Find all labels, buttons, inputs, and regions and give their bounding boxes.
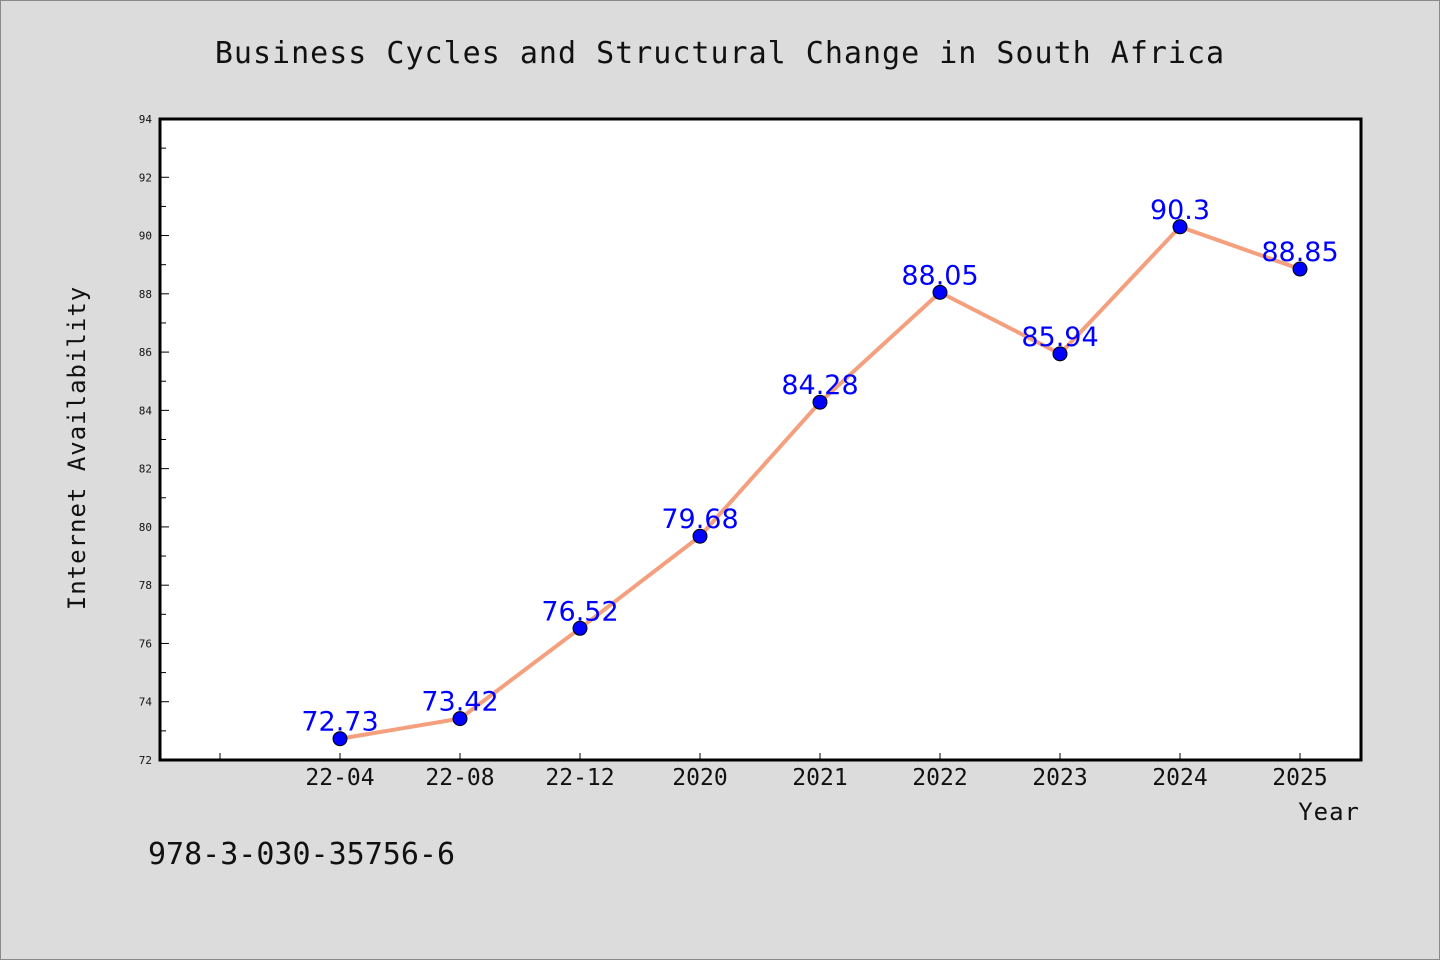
y-axis: 72 74 76 78 80 82 84 86 88 90 92 94: [139, 113, 169, 767]
data-label: 85.94: [1021, 322, 1098, 353]
data-point: [1172, 219, 1188, 235]
isbn-text: 978-3-030-35756-6: [148, 837, 455, 872]
y-tick-label: 86: [139, 346, 152, 359]
x-tick-label: 2022: [912, 765, 967, 791]
data-point: [932, 284, 948, 300]
x-tick-label: 2025: [1272, 765, 1327, 791]
data-label: 72.73: [301, 707, 378, 738]
data-point: [1292, 261, 1308, 277]
y-axis-title: Internet Availability: [63, 286, 91, 610]
series-layer: 72.73 73.42 76.52 79.68 84.28 88.05 85.94 90.3 8…: [301, 195, 1339, 747]
data-label: 88.05: [901, 260, 978, 291]
data-label: 90.3: [1150, 195, 1210, 226]
x-tick-label: 2020: [672, 765, 727, 791]
data-point: [332, 731, 348, 747]
x-tick-label: 22-04: [305, 765, 374, 791]
data-point: [692, 528, 708, 544]
y-tick-label: 94: [139, 113, 153, 126]
x-tick-label: 2023: [1032, 765, 1087, 791]
y-tick-label: 74: [139, 696, 153, 709]
y-tick-label: 84: [139, 404, 153, 417]
data-label: 73.42: [421, 687, 498, 718]
data-point: [452, 711, 468, 727]
y-tick-label: 76: [139, 637, 152, 650]
data-point: [812, 394, 828, 410]
chart-title: Business Cycles and Structural Change in…: [215, 36, 1225, 71]
x-tick-label: 2024: [1152, 765, 1207, 791]
data-label: 88.85: [1261, 237, 1338, 268]
plot-area: [158, 117, 1363, 762]
y-tick-label: 78: [139, 579, 152, 592]
y-tick-label: 90: [139, 230, 152, 243]
y-tick-label: 88: [139, 288, 152, 301]
y-tick-label: 80: [139, 521, 152, 534]
data-point: [572, 620, 588, 636]
x-axis-title: Year: [1298, 798, 1360, 826]
y-tick-label: 72: [139, 754, 152, 767]
y-tick-label: 92: [139, 171, 152, 184]
data-label: 76.52: [541, 596, 618, 627]
y-tick-label: 82: [139, 463, 152, 476]
x-tick-label: 22-08: [425, 765, 494, 791]
data-label: 84.28: [781, 370, 858, 401]
x-tick-label: 2021: [792, 765, 847, 791]
x-axis: 22-04 22-08 22-12 2020 2021 2022 2023 2024 2025: [219, 753, 1328, 791]
x-tick-label: 22-12: [545, 765, 614, 791]
data-label: 79.68: [661, 504, 738, 535]
data-point: [1052, 346, 1068, 362]
